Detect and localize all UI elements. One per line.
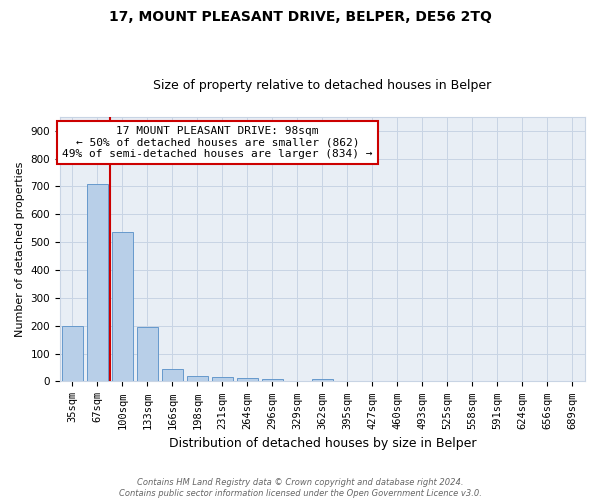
- Bar: [62, 326, 83, 382]
- X-axis label: Distribution of detached houses by size in Belper: Distribution of detached houses by size …: [169, 437, 476, 450]
- Bar: [312, 379, 333, 382]
- Text: Contains HM Land Registry data © Crown copyright and database right 2024.
Contai: Contains HM Land Registry data © Crown c…: [119, 478, 481, 498]
- Bar: [112, 232, 133, 382]
- Bar: [162, 369, 183, 382]
- Text: 17, MOUNT PLEASANT DRIVE, BELPER, DE56 2TQ: 17, MOUNT PLEASANT DRIVE, BELPER, DE56 2…: [109, 10, 491, 24]
- Bar: [137, 327, 158, 382]
- Bar: [87, 184, 108, 382]
- Y-axis label: Number of detached properties: Number of detached properties: [15, 162, 25, 337]
- Bar: [212, 378, 233, 382]
- Bar: [262, 379, 283, 382]
- Bar: [237, 378, 258, 382]
- Bar: [187, 376, 208, 382]
- Title: Size of property relative to detached houses in Belper: Size of property relative to detached ho…: [154, 79, 491, 92]
- Text: 17 MOUNT PLEASANT DRIVE: 98sqm
← 50% of detached houses are smaller (862)
49% of: 17 MOUNT PLEASANT DRIVE: 98sqm ← 50% of …: [62, 126, 373, 159]
